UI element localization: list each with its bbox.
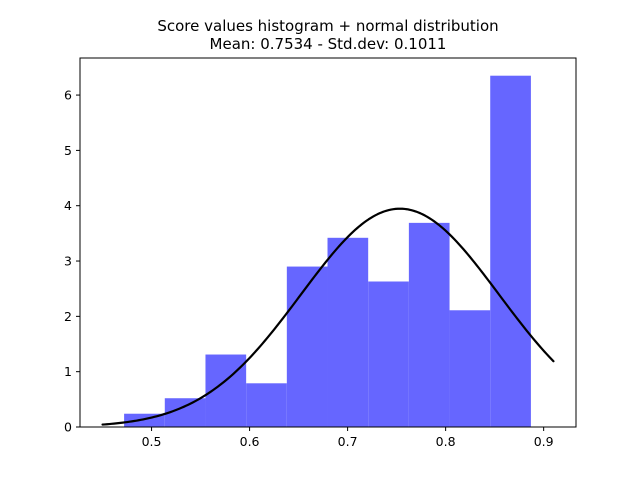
- y-tick-label: 4: [64, 198, 72, 213]
- y-tick-label: 5: [64, 143, 72, 158]
- histogram-bar: [286, 266, 328, 427]
- histogram-bar: [246, 383, 287, 427]
- axes-frame: [79, 57, 577, 428]
- x-tick-label: 0.8: [436, 434, 456, 449]
- histogram-bar: [368, 281, 409, 427]
- x-axis-ticks: 0.5 0.6 0.7 0.8 0.9: [142, 427, 554, 449]
- y-tick-label: 1: [64, 364, 72, 379]
- y-tick-label: 6: [64, 88, 72, 103]
- normal-curve-layer: [101, 207, 555, 426]
- y-tick-label: 0: [64, 420, 72, 435]
- histogram-bar: [490, 75, 531, 427]
- x-tick-label: 0.7: [338, 434, 358, 449]
- y-tick-label: 3: [64, 254, 72, 269]
- y-axis-ticks: 0 1 2 3 4 5 6: [64, 88, 80, 435]
- histogram-bar: [449, 310, 491, 427]
- histogram-bar: [408, 222, 450, 427]
- histogram-bars: [124, 75, 531, 427]
- chart-title: Score values histogram + normal distribu…: [157, 17, 498, 35]
- chart-subtitle: Mean: 0.7534 - Std.dev: 0.1011: [210, 35, 447, 53]
- y-tick-label: 2: [64, 309, 72, 324]
- x-tick-label: 0.9: [534, 434, 554, 449]
- normal-curve-line: [101, 207, 555, 426]
- x-tick-label: 0.6: [240, 434, 260, 449]
- x-tick-label: 0.5: [142, 434, 162, 449]
- histogram-bar: [327, 237, 369, 427]
